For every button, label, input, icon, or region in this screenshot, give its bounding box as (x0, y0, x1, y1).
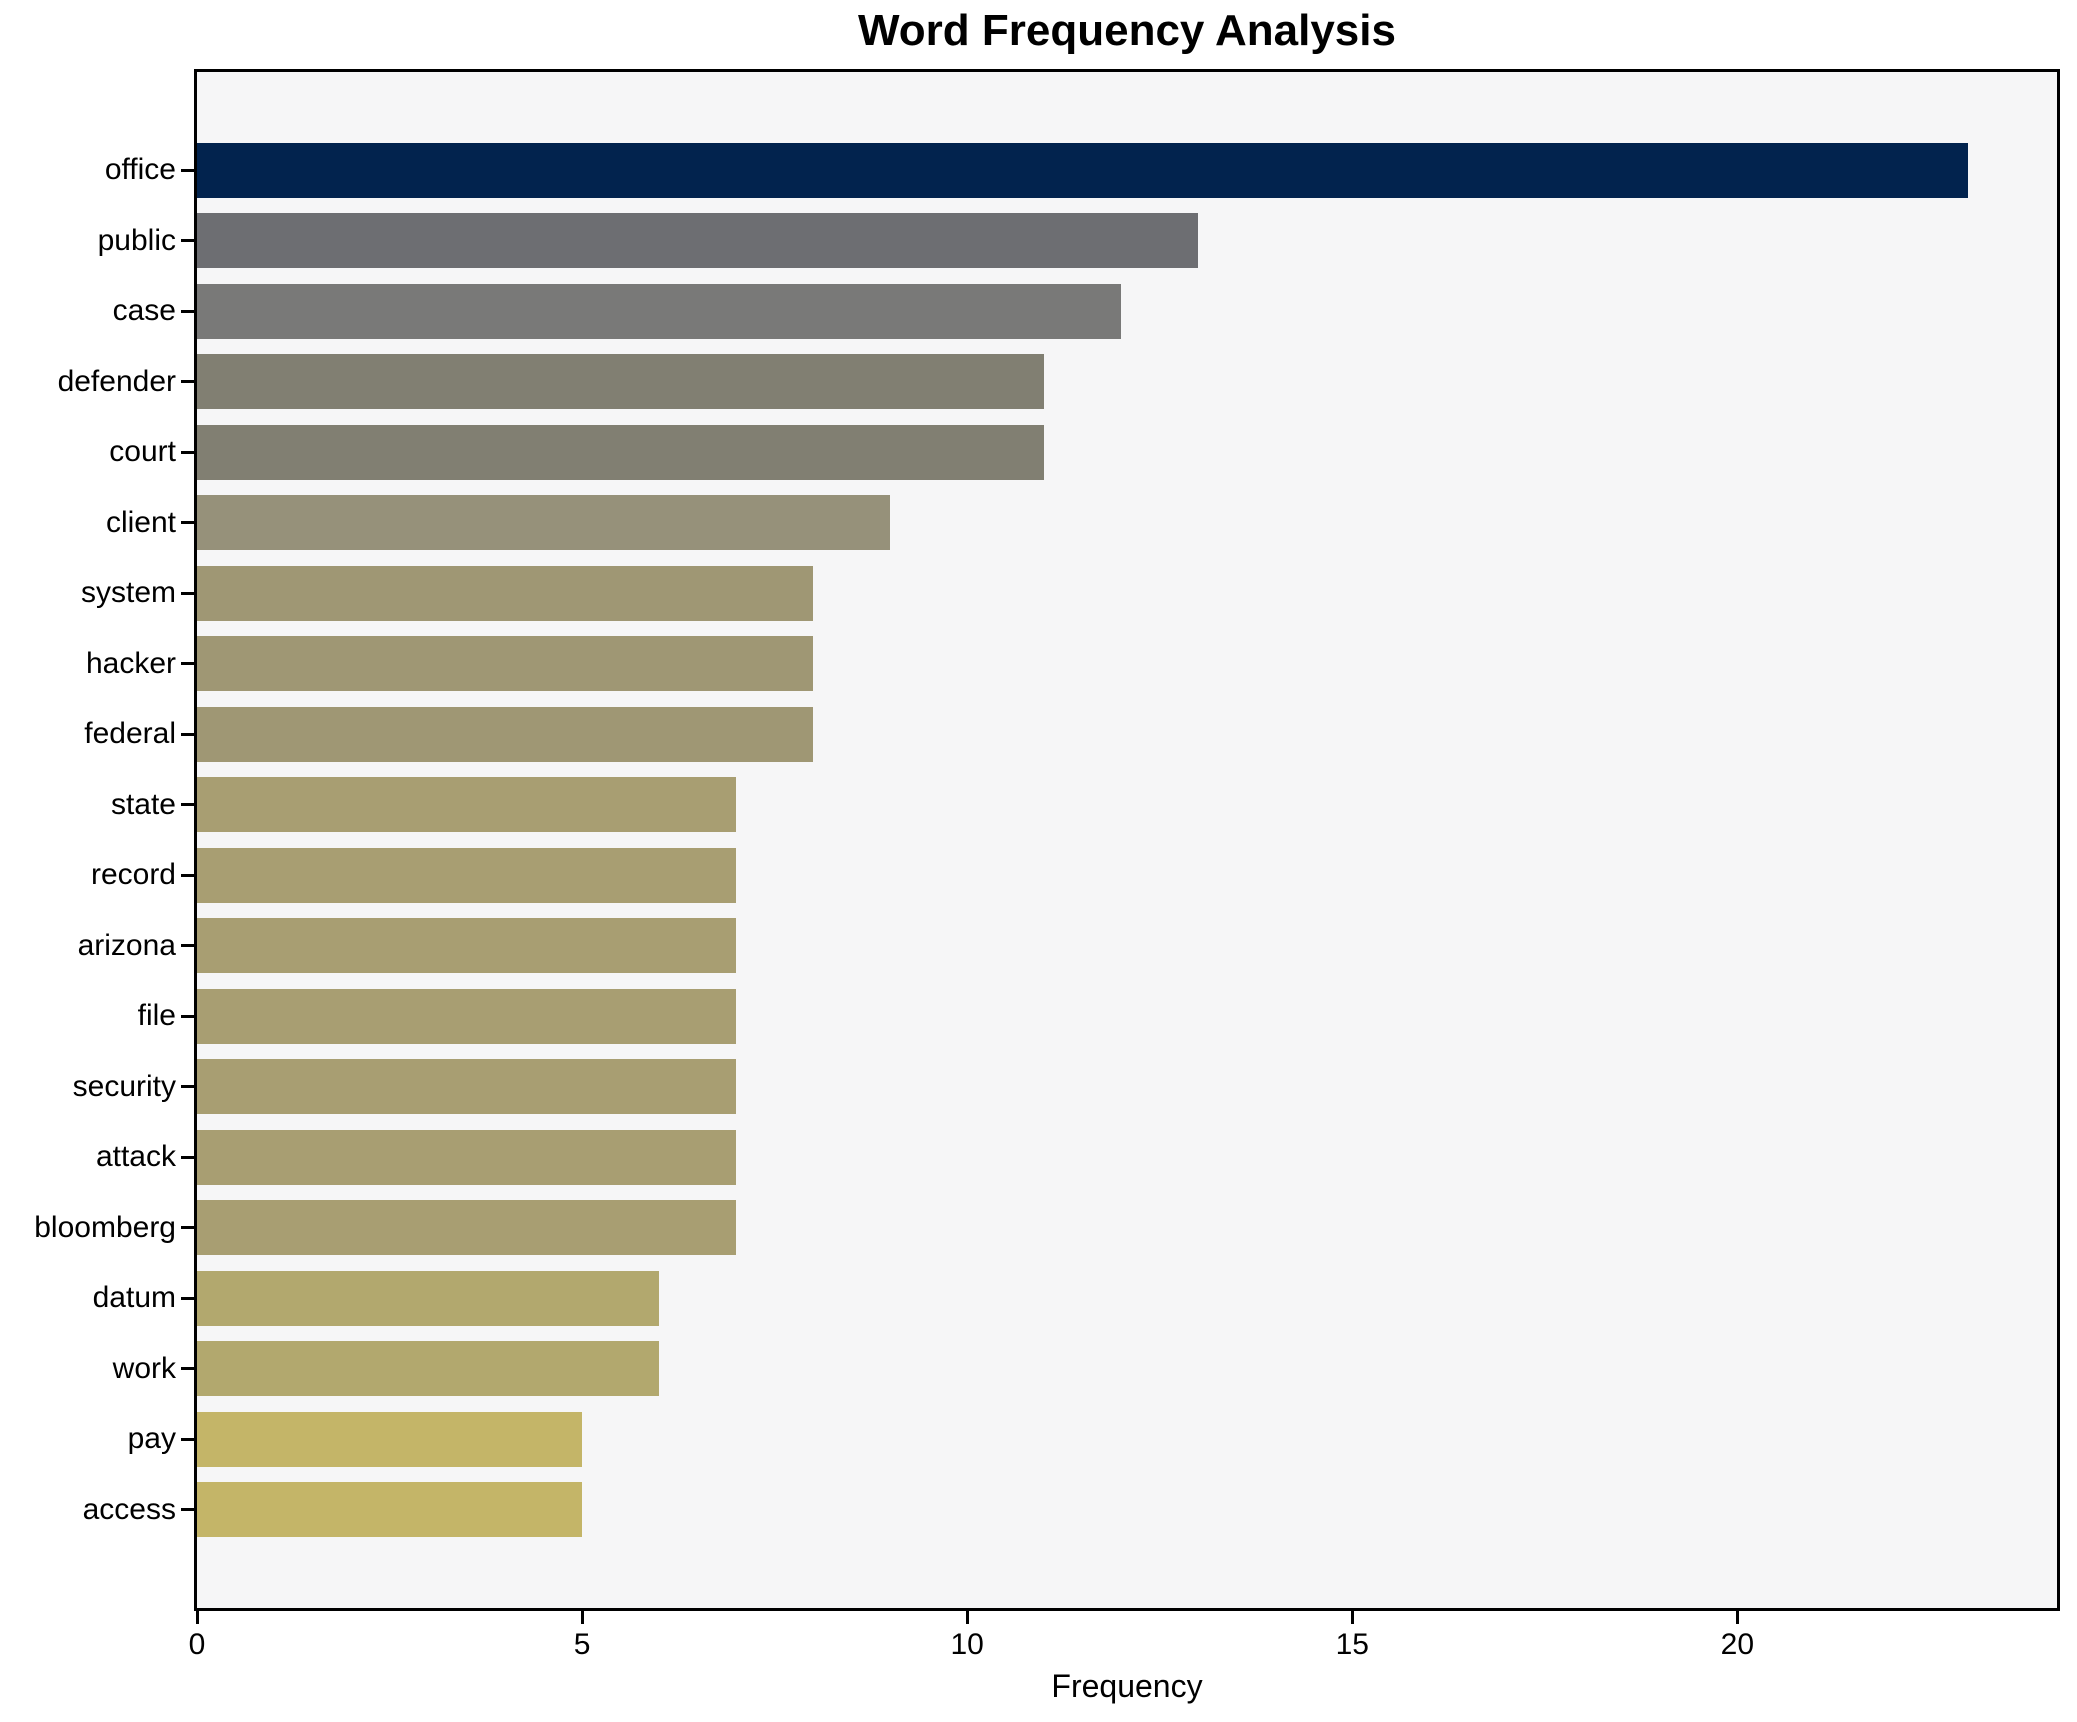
x-tick-mark-15 (1350, 1611, 1354, 1624)
x-tick-label-5: 5 (573, 1628, 591, 1661)
bar-office (197, 142, 1969, 198)
y-tick-label-office: office (104, 153, 176, 186)
y-tick-label-pay: pay (127, 1422, 176, 1456)
bar-hacker (197, 636, 814, 692)
y-tick-label-file: file (137, 999, 176, 1033)
bar-file (197, 988, 737, 1044)
y-tick-mark-court (181, 450, 194, 454)
y-tick-mark-datum (181, 1296, 194, 1300)
bar-case (197, 283, 1122, 339)
bar-client (197, 495, 891, 551)
y-tick-label-access: access (82, 1492, 176, 1526)
bar-federal (197, 706, 814, 762)
plot-area (194, 69, 2060, 1611)
y-tick-mark-client (181, 521, 194, 525)
y-tick-label-state: state (110, 787, 176, 821)
y-tick-mark-access (181, 1508, 194, 1512)
y-tick-mark-system (181, 591, 194, 595)
y-tick-mark-office (181, 168, 194, 172)
bar-defender (197, 354, 1045, 410)
y-tick-label-court: court (109, 435, 176, 469)
y-tick-mark-defender (181, 380, 194, 384)
y-tick-label-defender: defender (57, 364, 176, 398)
bar-datum (197, 1270, 660, 1326)
y-tick-label-attack: attack (95, 1140, 176, 1174)
y-tick-mark-attack (181, 1155, 194, 1159)
y-tick-mark-case (181, 309, 194, 313)
y-tick-label-client: client (105, 505, 176, 539)
y-tick-label-hacker: hacker (85, 646, 176, 680)
bar-work (197, 1341, 660, 1397)
y-tick-label-case: case (112, 294, 176, 328)
y-tick-mark-pay (181, 1437, 194, 1441)
y-tick-mark-arizona (181, 944, 194, 948)
y-tick-label-work: work (112, 1351, 176, 1385)
bar-pay (197, 1411, 583, 1467)
chart-title: Word Frequency Analysis (858, 6, 1396, 55)
x-tick-mark-5 (580, 1611, 584, 1624)
y-tick-mark-security (181, 1085, 194, 1089)
x-tick-label-15: 15 (1335, 1628, 1369, 1661)
y-tick-mark-hacker (181, 662, 194, 666)
y-tick-mark-federal (181, 732, 194, 736)
y-tick-label-federal: federal (84, 717, 176, 751)
y-tick-mark-public (181, 239, 194, 243)
x-axis-label: Frequency (1051, 1668, 1203, 1704)
y-tick-label-datum: datum (92, 1281, 176, 1315)
y-tick-label-system: system (80, 576, 176, 610)
y-tick-mark-bloomberg (181, 1226, 194, 1230)
y-tick-mark-record (181, 873, 194, 877)
x-tick-label-20: 20 (1720, 1628, 1755, 1661)
x-tick-label-0: 0 (188, 1628, 206, 1661)
y-tick-mark-work (181, 1367, 194, 1371)
x-tick-mark-20 (1735, 1611, 1739, 1624)
y-tick-label-record: record (90, 858, 176, 892)
bar-attack (197, 1129, 737, 1185)
bar-court (197, 424, 1045, 480)
bar-state (197, 777, 737, 833)
bar-record (197, 847, 737, 903)
y-tick-label-bloomberg: bloomberg (34, 1210, 176, 1244)
bar-bloomberg (197, 1200, 737, 1256)
x-tick-mark-0 (195, 1611, 199, 1624)
bar-system (197, 565, 814, 621)
y-tick-mark-state (181, 803, 194, 807)
bar-public (197, 213, 1199, 269)
y-tick-mark-file (181, 1014, 194, 1018)
x-tick-label-10: 10 (950, 1628, 984, 1661)
y-tick-label-public: public (97, 223, 176, 257)
bar-security (197, 1059, 737, 1115)
x-tick-mark-10 (965, 1611, 969, 1624)
y-tick-label-arizona: arizona (77, 928, 176, 962)
bar-access (197, 1482, 583, 1538)
bar-arizona (197, 918, 737, 974)
y-tick-label-security: security (72, 1069, 176, 1103)
